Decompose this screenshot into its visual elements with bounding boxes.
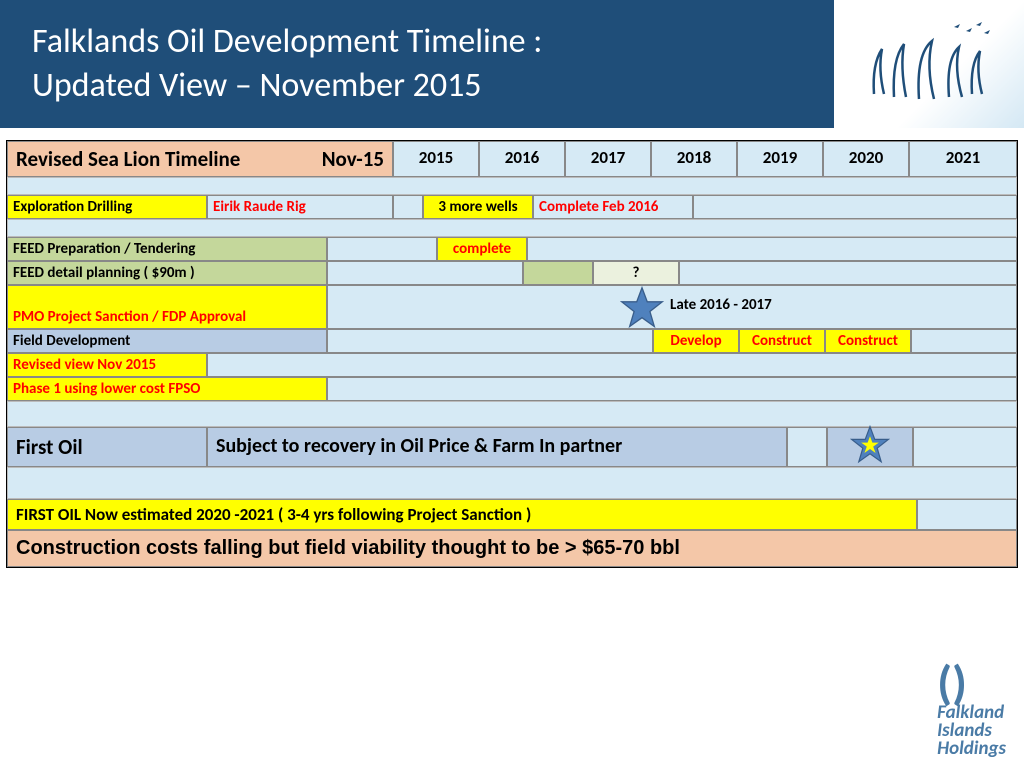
estimate-text: FIRST OIL Now estimated 2020 -2021 ( 3-4… (7, 499, 917, 530)
table-header-row: Revised Sea Lion Timeline Nov-15 2015 20… (7, 141, 1017, 177)
row-feed-detail: FEED detail planning ( $90m ) ? (7, 261, 1017, 285)
header-logo (834, 0, 1024, 128)
complete-note: Complete Feb 2016 (533, 195, 693, 219)
develop-cell: Develop (653, 329, 739, 353)
first-oil-note: Subject to recovery in Oil Price & Farm … (207, 427, 787, 467)
costs-text: Construction costs falling but field via… (7, 530, 1017, 567)
construct-cell-1: Construct (739, 329, 825, 353)
year-2015: 2015 (393, 141, 479, 177)
row-revised: Revised view Nov 2015 (7, 353, 1017, 377)
row-feed-prep: FEED Preparation / Tendering complete (7, 237, 1017, 261)
logo-paren-icon: () (937, 661, 967, 704)
star-icon (850, 425, 890, 465)
construct-cell-2: Construct (825, 329, 911, 353)
pmo-note: Late 2016 - 2017 (670, 296, 772, 314)
row-pmo: PMO Project Sanction / FDP Approval Late… (7, 285, 1017, 329)
footer-logo: () Falkland Islands Holdings (937, 661, 1006, 758)
slide-header: Falklands Oil Development Timeline : Upd… (0, 0, 1024, 128)
title-line-2: Updated View – November 2015 (32, 64, 542, 108)
revised-label: Revised view Nov 2015 (7, 353, 207, 377)
row-estimate: FIRST OIL Now estimated 2020 -2021 ( 3-4… (7, 499, 1017, 530)
table-title-date: Nov-15 (322, 146, 384, 172)
page-title: Falklands Oil Development Timeline : Upd… (32, 20, 542, 108)
rig-name: Eirik Raude Rig (207, 195, 393, 219)
wells-cell: 3 more wells (423, 195, 533, 219)
spacer-row (7, 467, 1017, 499)
row-first-oil: First Oil Subject to recovery in Oil Pri… (7, 427, 1017, 467)
spacer-row (7, 219, 1017, 237)
title-line-1: Falklands Oil Development Timeline : (32, 20, 542, 64)
feed-detail-label: FEED detail planning ( $90m ) (7, 261, 327, 285)
table-title: Revised Sea Lion Timeline (16, 146, 240, 172)
year-2017: 2017 (565, 141, 651, 177)
penguin-logo-icon (854, 19, 1004, 109)
timeline-table: Revised Sea Lion Timeline Nov-15 2015 20… (6, 140, 1018, 568)
spacer-row (7, 401, 1017, 427)
footer-l3: Holdings (937, 740, 1006, 758)
year-2019: 2019 (737, 141, 823, 177)
star-icon (620, 286, 664, 330)
field-dev-label: Field Development (7, 329, 327, 353)
row-field-dev: Field Development Develop Construct Cons… (7, 329, 1017, 353)
phase1-label: Phase 1 using lower cost FPSO (7, 377, 327, 401)
year-2018: 2018 (651, 141, 737, 177)
pmo-label: PMO Project Sanction / FDP Approval (7, 285, 327, 329)
year-2016: 2016 (479, 141, 565, 177)
row-costs: Construction costs falling but field via… (7, 530, 1017, 567)
year-2020: 2020 (823, 141, 909, 177)
feed-prep-status: complete (437, 237, 527, 261)
table-title-cell: Revised Sea Lion Timeline Nov-15 (7, 141, 393, 177)
first-oil-label: First Oil (7, 427, 207, 467)
feed-prep-label: FEED Preparation / Tendering (7, 237, 327, 261)
row-phase1: Phase 1 using lower cost FPSO (7, 377, 1017, 401)
spacer-row (7, 177, 1017, 195)
feed-detail-q: ? (593, 261, 679, 285)
exploration-label: Exploration Drilling (7, 195, 207, 219)
row-exploration: Exploration Drilling Eirik Raude Rig 3 m… (7, 195, 1017, 219)
year-2021: 2021 (909, 141, 1017, 177)
